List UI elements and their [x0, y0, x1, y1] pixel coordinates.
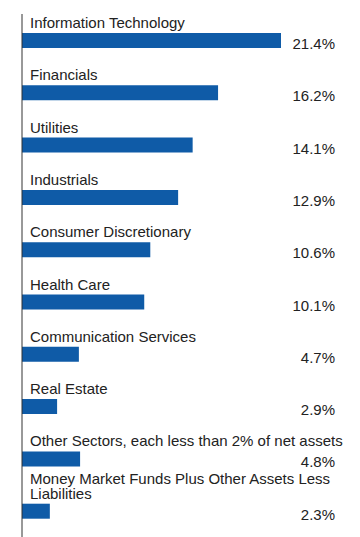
svg-text:Consumer Discretionary: Consumer Discretionary: [30, 223, 191, 240]
svg-text:Information Technology: Information Technology: [30, 14, 185, 31]
svg-text:Money Market Funds Plus Other: Money Market Funds Plus Other Assets Les…: [30, 470, 330, 502]
svg-text:Industrials: Industrials: [30, 171, 98, 188]
svg-text:Utilities: Utilities: [30, 119, 78, 136]
svg-text:Communication Services: Communication Services: [30, 328, 196, 345]
svg-text:12.9%: 12.9%: [292, 192, 335, 209]
svg-text:14.1%: 14.1%: [292, 140, 335, 157]
svg-text:2.3%: 2.3%: [301, 506, 335, 523]
svg-text:10.6%: 10.6%: [292, 244, 335, 261]
svg-text:4.8%: 4.8%: [301, 453, 335, 470]
svg-text:Financials: Financials: [30, 66, 98, 83]
svg-text:16.2%: 16.2%: [292, 87, 335, 104]
svg-text:2.9%: 2.9%: [301, 401, 335, 418]
svg-text:Health Care: Health Care: [30, 276, 110, 293]
svg-text:Other Sectors, each less than: Other Sectors, each less than 2% of net …: [30, 432, 343, 449]
svg-text:21.4%: 21.4%: [292, 35, 335, 52]
svg-text:Real Estate: Real Estate: [30, 380, 108, 397]
svg-text:10.1%: 10.1%: [292, 297, 335, 314]
svg-text:4.7%: 4.7%: [301, 349, 335, 366]
